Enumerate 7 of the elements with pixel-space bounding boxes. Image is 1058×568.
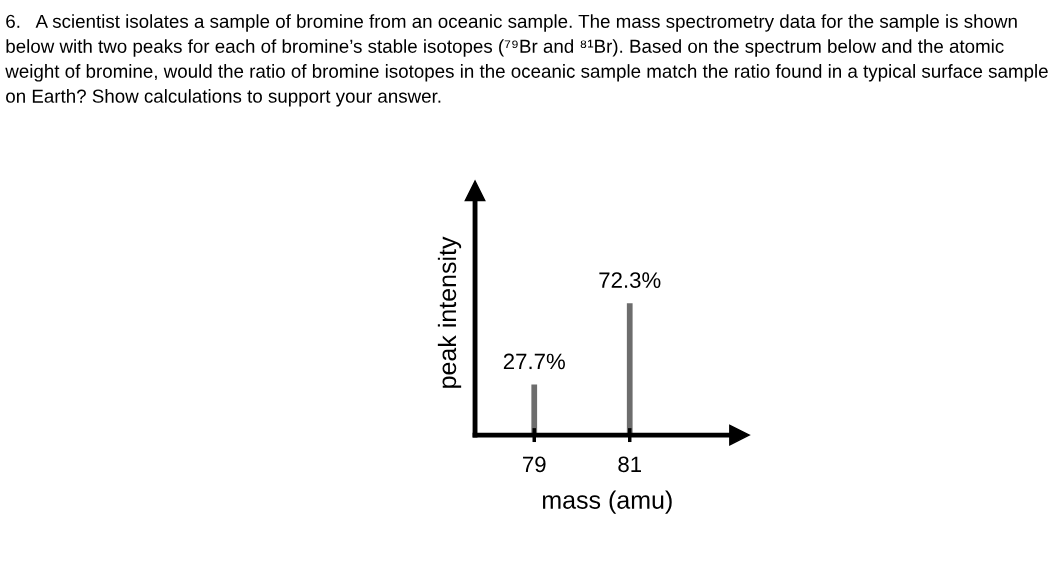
data-label: 72.3% [599,272,661,288]
chart-title: 6. A scientist isolates a sample of bromine from an oceanic sample. The mass spectrometry data for the sample is shown below with two peaks for each of bromine’s stable isotopes (⁷⁹Br and ⁸¹Br). Based on the spectrum below and the atomic weight of bromine, would the ratio of bromine isotopes in the oceanic sample match the ratio found in a typical surface sample on Earth? Show calculations to support your answer. [5,14,1048,107]
x-tick-label: 81 [618,456,642,473]
x-axis-title: mass (amu) [542,490,672,514]
y-axis-title: peak intensity [437,236,462,388]
x-tick-label: 79 [523,456,546,473]
data-label: 27.7% [503,353,565,370]
